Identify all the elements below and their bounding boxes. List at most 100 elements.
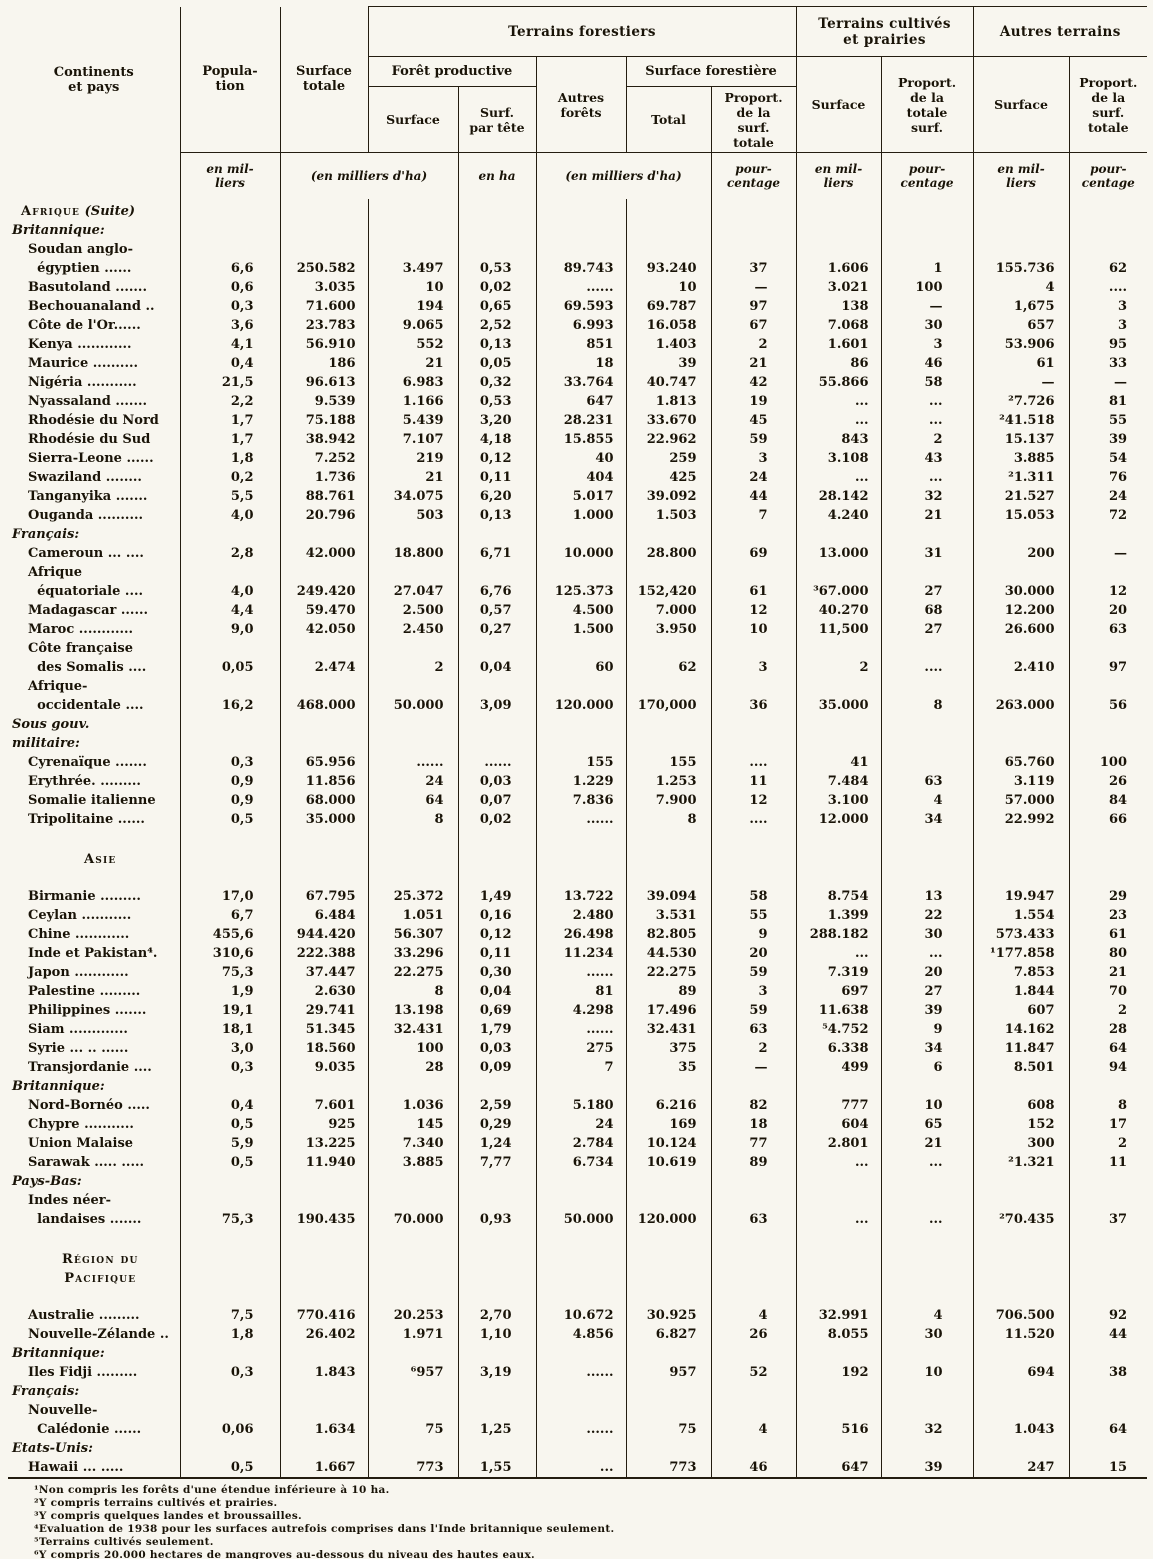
- cell-surface-productive: [367, 828, 459, 847]
- cell-proportion-forestiere: 24: [710, 467, 797, 487]
- cell-proportion-autres-terrains: [1068, 828, 1148, 847]
- table-row: Ceylan ........... 6,7 6.484 1.051 0,16 2.480…: [8, 905, 1148, 925]
- table-row: Palestine ......... 1,9 2.630 8 0,04 81 89 3 697…: [8, 981, 1148, 1001]
- cell-population: 0,4: [179, 353, 281, 373]
- cell-total-forestiere: 3.950: [625, 619, 712, 639]
- cell-population: 455,6: [179, 924, 281, 944]
- col-header-autres-forets: Autres forêts: [535, 56, 627, 153]
- cell-surface-totale: [279, 1076, 369, 1096]
- cell-surface-autres-terrains: [972, 1343, 1070, 1363]
- cell-autres-forets: ......: [535, 1019, 627, 1039]
- cell-population: [179, 846, 281, 869]
- cell-total-forestiere: [625, 524, 712, 544]
- cell-autres-forets: [535, 198, 627, 221]
- cell-proportion-cultivee: ...: [880, 391, 974, 411]
- cell-surface-productive: [367, 1343, 459, 1363]
- col-header-proportion-forestiere: Proport. de la surf. totale: [710, 86, 797, 153]
- cell-total-forestiere: 30.925: [625, 1305, 712, 1325]
- cell-proportion-forestiere: 45: [710, 410, 797, 430]
- group-label: Britannique:: [8, 1076, 181, 1096]
- country-label: Australie .........: [8, 1305, 181, 1325]
- cell-surface-par-tete: 0,03: [457, 771, 537, 791]
- cell-proportion-autres-terrains: 11: [1068, 1152, 1148, 1172]
- cell-surface-totale: 38.942: [279, 429, 369, 449]
- cell-proportion-cultivee: 31: [880, 543, 974, 563]
- table-row: Britannique:: [8, 1076, 1148, 1096]
- cell-autres-forets: 4.856: [535, 1324, 627, 1344]
- cell-proportion-autres-terrains: [1068, 1246, 1148, 1288]
- cell-surface-totale: [279, 1343, 369, 1363]
- cell-proportion-autres-terrains: [1068, 868, 1148, 887]
- cell-surface-productive: 3.497: [367, 239, 459, 278]
- cell-proportion-forestiere: 18: [710, 1114, 797, 1134]
- cell-surface-autres-terrains: 300: [972, 1133, 1070, 1153]
- cell-proportion-cultivee: [880, 220, 974, 240]
- cell-surface-productive: 13.198: [367, 1000, 459, 1020]
- cell-population: [179, 198, 281, 221]
- cell-surface-cultivee: 2: [795, 638, 882, 677]
- cell-proportion-autres-terrains: [1068, 198, 1148, 221]
- cell-autres-forets: ......: [535, 1362, 627, 1382]
- forest-statistics-table: Continents et pays Popula- tion Surface …: [8, 6, 1148, 1479]
- cell-proportion-cultivee: [880, 1381, 974, 1401]
- cell-surface-totale: 2.474: [279, 638, 369, 677]
- cell-population: 5,5: [179, 486, 281, 506]
- cell-proportion-autres-terrains: 55: [1068, 410, 1148, 430]
- cell-proportion-cultivee: ...: [880, 943, 974, 963]
- cell-proportion-forestiere: 4: [710, 1400, 797, 1439]
- cell-autres-forets: 18: [535, 353, 627, 373]
- cell-surface-cultivee: ...: [795, 410, 882, 430]
- cell-surface-productive: [367, 1171, 459, 1191]
- cell-proportion-cultivee: 100: [880, 277, 974, 297]
- cell-surface-autres-terrains: 15.137: [972, 429, 1070, 449]
- cell-surface-par-tete: 0,09: [457, 1057, 537, 1077]
- cell-proportion-cultivee: [880, 1076, 974, 1096]
- cell-proportion-cultivee: 4: [880, 790, 974, 810]
- cell-surface-productive: 1.166: [367, 391, 459, 411]
- cell-surface-cultivee: 1.399: [795, 905, 882, 925]
- unit-population: en mil- liers: [179, 152, 281, 199]
- cell-proportion-cultivee: 65: [880, 1114, 974, 1134]
- cell-proportion-autres-terrains: [1068, 846, 1148, 869]
- cell-surface-productive: 2.500: [367, 600, 459, 620]
- country-label: Japon ............: [8, 962, 181, 982]
- cell-proportion-cultivee: 10: [880, 1095, 974, 1115]
- cell-proportion-autres-terrains: 33: [1068, 353, 1148, 373]
- cell-surface-par-tete: 0,04: [457, 981, 537, 1001]
- table-row: Japon ............ 75,3 37.447 22.275 0,30..…: [8, 962, 1148, 982]
- cell-surface-productive: [367, 1076, 459, 1096]
- cell-proportion-autres-terrains: 8: [1068, 1095, 1148, 1115]
- cell-surface-par-tete: 0,12: [457, 924, 537, 944]
- cell-population: 2,8: [179, 543, 281, 563]
- col-subgroup-surface-forestiere: Surface forestière: [625, 56, 797, 87]
- country-label: Swaziland ........: [8, 467, 181, 487]
- cell-proportion-autres-terrains: 54: [1068, 448, 1148, 468]
- cell-surface-totale: 65.956: [279, 752, 369, 772]
- unit-en-ha: en ha: [457, 152, 537, 199]
- cell-proportion-forestiere: [710, 198, 797, 221]
- cell-total-forestiere: 93.240: [625, 239, 712, 278]
- table-header: Continents et pays Popula- tion Surface …: [8, 6, 1148, 199]
- cell-proportion-autres-terrains: 28: [1068, 1019, 1148, 1039]
- cell-population: [179, 1228, 281, 1247]
- cell-surface-autres-terrains: [972, 1438, 1070, 1458]
- cell-surface-totale: 11.856: [279, 771, 369, 791]
- cell-surface-cultivee: 86: [795, 353, 882, 373]
- cell-surface-par-tete: 2,52: [457, 315, 537, 335]
- footnote: ⁴Evaluation de 1938 pour les surfaces au…: [34, 1522, 615, 1535]
- cell-surface-par-tete: 0,69: [457, 1000, 537, 1020]
- cell-total-forestiere: 10: [625, 277, 712, 297]
- cell-surface-productive: [367, 714, 459, 753]
- cell-proportion-autres-terrains: [1068, 1076, 1148, 1096]
- cell-total-forestiere: 170,000: [625, 676, 712, 715]
- cell-surface-autres-terrains: 11.847: [972, 1038, 1070, 1058]
- cell-proportion-autres-terrains: 44: [1068, 1324, 1148, 1344]
- col-header-surface-totale: Surface totale: [279, 6, 369, 153]
- cell-population: [179, 1287, 281, 1306]
- cell-proportion-forestiere: 12: [710, 600, 797, 620]
- group-label: Pays-Bas:: [8, 1171, 181, 1191]
- cell-surface-totale: 68.000: [279, 790, 369, 810]
- cell-surface-productive: 773: [367, 1457, 459, 1479]
- cell-total-forestiere: 10.619: [625, 1152, 712, 1172]
- cell-surface-cultivee: 55.866: [795, 372, 882, 392]
